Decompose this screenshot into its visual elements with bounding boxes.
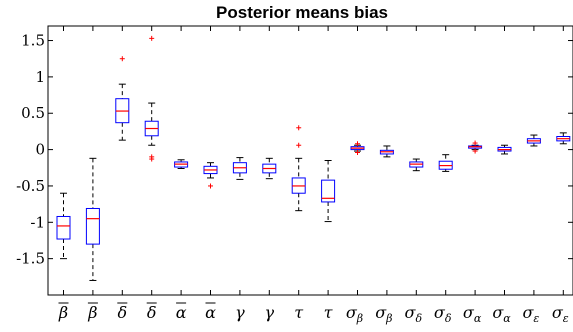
y-tick-label: -1.5 [16,250,45,268]
x-tick-label: γ [265,303,275,322]
x-tick-label: σβ [346,303,363,325]
x-tick-label: σδ [405,303,423,325]
x-tick-label: β [58,303,68,322]
box-item [556,132,571,145]
interquartile-box [56,215,71,240]
y-tick-label: 1 [35,68,45,86]
x-axis: β β δ δ α α γ γ τ τ σβ σβ σδ σδ σα σα σε σε [58,26,569,325]
x-tick-label-subscript: β [385,312,392,325]
x-tick-label-subscript: ε [563,312,569,325]
box-item [468,140,483,154]
x-tick-label: δ [147,303,157,322]
y-tick-label: -1 [30,213,45,231]
x-tick-label: δ [117,303,127,322]
x-tick-label: σα [492,303,511,325]
x-tick-label: σδ [434,303,452,325]
x-tick-label: σε [522,303,539,325]
box-item [56,192,71,260]
box-item [144,35,159,162]
x-tick-label: τ [324,303,334,322]
interquartile-box [321,179,336,203]
x-tick-label-subscript: α [474,312,482,325]
x-tick-label: α [176,303,187,322]
box-item [85,157,100,281]
y-tick-label: 0 [35,141,45,159]
box-item [262,157,277,180]
x-tick-label-subscript: δ [445,312,452,325]
y-tick-label: 1.5 [21,32,45,50]
x-tick-label-subscript: ε [533,312,539,325]
x-tick-label-subscript: δ [415,312,422,325]
box-item [497,144,512,155]
y-tick-label: 0.5 [21,104,45,122]
x-tick-label: α [205,303,216,322]
box-item [379,145,394,158]
box-item [438,154,453,172]
box-item [232,157,247,180]
chart-title: Posterior means bias [216,3,388,22]
x-tick-label: σβ [375,303,392,325]
box-item [174,159,189,169]
x-tick-label: σε [552,303,569,325]
box-item [115,56,130,141]
box-item [350,141,365,156]
x-tick-label: γ [235,303,245,322]
x-tick-label: τ [294,303,304,322]
box-item [409,158,424,172]
x-tick-label-subscript: α [503,312,511,325]
x-tick-label-subscript: β [356,312,363,325]
x-tick-label: σα [463,303,482,325]
box-item [291,125,306,212]
interquartile-box [85,207,100,245]
y-axis: -1.5 -1 -0.5 0 0.5 1 1.5 [16,32,573,268]
box-item [203,162,218,189]
y-tick-label: -0.5 [16,177,45,195]
box-item [321,160,336,223]
plot-area-frame [47,25,573,296]
box-series [56,35,571,281]
x-tick-label: β [87,303,97,322]
box-item [526,134,541,147]
